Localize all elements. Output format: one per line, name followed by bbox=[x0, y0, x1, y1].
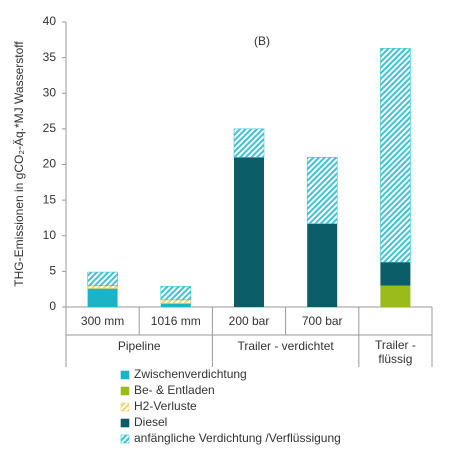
legend-swatch bbox=[120, 418, 130, 428]
x-tick-label: 700 bar bbox=[302, 314, 343, 328]
bar-segment bbox=[306, 157, 338, 224]
bar-segment bbox=[160, 303, 191, 307]
bar-segment bbox=[234, 157, 264, 307]
group-label: Trailer - flüssig bbox=[374, 338, 416, 366]
group-label: Pipeline bbox=[117, 339, 161, 353]
legend-swatch bbox=[120, 370, 130, 380]
bar-segment bbox=[87, 285, 118, 289]
bar-segment bbox=[160, 299, 192, 304]
bar-segment bbox=[233, 128, 265, 158]
group-label: Trailer - verdichtet bbox=[237, 339, 334, 353]
legend-label: Zwischenverdichtung bbox=[134, 367, 247, 381]
legend-label: Diesel bbox=[134, 415, 167, 429]
y-tick-label: 40 bbox=[43, 14, 57, 28]
legend-swatch bbox=[120, 402, 130, 412]
y-tick-label: 0 bbox=[49, 299, 56, 313]
legend-label: H2-Verluste bbox=[134, 399, 197, 413]
bar-segment bbox=[380, 262, 411, 286]
annotation: (B) bbox=[254, 34, 270, 48]
bar-segment bbox=[87, 288, 118, 307]
y-tick-label: 30 bbox=[43, 85, 57, 99]
y-tick-label: 20 bbox=[43, 157, 57, 171]
legend-label: Be- & Entladen bbox=[134, 383, 215, 397]
y-tick-label: 35 bbox=[43, 50, 57, 64]
y-tick-label: 25 bbox=[43, 121, 57, 135]
x-tick-label: 1016 mm bbox=[151, 314, 201, 328]
bar-segment bbox=[307, 223, 338, 307]
y-axis-label: THG-Emissionen in gCO₂-Äq.*MJ Wasserstof… bbox=[12, 41, 26, 287]
x-tick-label: 300 mm bbox=[81, 314, 124, 328]
bar-segment bbox=[380, 48, 411, 263]
x-tick-label: 200 bar bbox=[229, 314, 270, 328]
legend-label: anfängliche Verdichtung /Verflüssigung bbox=[134, 431, 341, 445]
legend-swatch bbox=[120, 386, 130, 396]
legend-swatch bbox=[120, 434, 130, 444]
y-tick-label: 5 bbox=[49, 264, 56, 278]
bar-segment bbox=[380, 285, 411, 307]
bar-segment bbox=[160, 286, 192, 301]
y-tick-label: 10 bbox=[43, 228, 57, 242]
bar-segment bbox=[87, 271, 118, 286]
y-tick-label: 15 bbox=[43, 192, 57, 206]
